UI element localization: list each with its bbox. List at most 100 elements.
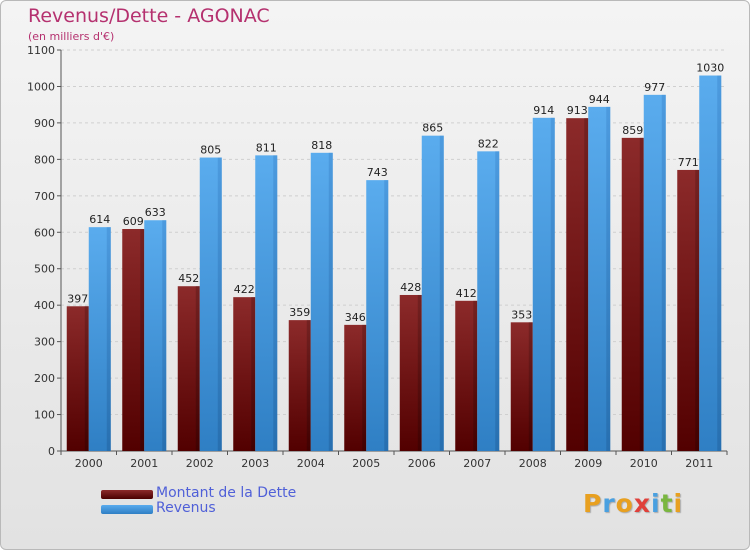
- y-tick-label: 0: [48, 445, 55, 458]
- y-tick-label: 100: [34, 409, 55, 422]
- y-tick-label: 300: [34, 336, 55, 349]
- y-tick-label: 400: [34, 299, 55, 312]
- bar-shade: [417, 294, 422, 451]
- bar-revenus: [366, 180, 389, 451]
- bar-shade: [528, 322, 533, 451]
- bar-shade: [639, 137, 644, 451]
- y-tick-label: 1000: [27, 80, 55, 93]
- y-tick-label: 800: [34, 153, 55, 166]
- bar-shade: [362, 324, 367, 451]
- data-label: 944: [589, 93, 610, 106]
- data-label: 614: [89, 213, 110, 226]
- data-label: 743: [367, 166, 388, 179]
- bar-shade: [106, 227, 111, 451]
- data-label: 805: [200, 144, 221, 157]
- data-label: 859: [622, 124, 643, 137]
- chart-subtitle: (en milliers d'€): [28, 30, 115, 43]
- bar-dette: [233, 297, 256, 451]
- bar-revenus: [310, 152, 333, 451]
- logo-letter: r: [602, 489, 616, 518]
- bar-shade: [695, 169, 700, 451]
- logo-letter: i: [673, 489, 684, 518]
- data-label: 422: [234, 283, 255, 296]
- x-tick-label: 2003: [241, 457, 269, 470]
- bar-dette: [66, 306, 89, 451]
- bar-shade: [584, 118, 589, 452]
- data-label: 1030: [696, 62, 724, 75]
- data-label: 913: [567, 104, 588, 117]
- x-tick-label: 2000: [75, 457, 103, 470]
- bar-revenus: [643, 94, 666, 452]
- bar-shade: [439, 135, 444, 451]
- data-label: 865: [422, 122, 443, 135]
- data-label: 609: [123, 215, 144, 228]
- x-tick-label: 2005: [352, 457, 380, 470]
- legend-label-revenus: Revenus: [156, 500, 216, 516]
- bar-dette: [621, 137, 644, 451]
- y-tick-label: 500: [34, 263, 55, 276]
- bar-revenus: [699, 75, 722, 451]
- data-label: 412: [456, 287, 477, 300]
- bar-shade: [162, 220, 167, 451]
- bar-dette: [288, 320, 311, 451]
- x-tick-label: 2010: [630, 457, 658, 470]
- y-tick-label: 200: [34, 372, 55, 385]
- bar-shade: [606, 106, 611, 452]
- y-tick-label: 1100: [27, 44, 55, 57]
- bar-shade: [217, 157, 222, 452]
- y-tick-label: 700: [34, 190, 55, 203]
- bar-dette: [566, 118, 589, 452]
- logo-letter: o: [615, 489, 634, 518]
- x-tick-label: 2002: [186, 457, 214, 470]
- x-tick-label: 2008: [519, 457, 547, 470]
- bar-dette: [455, 300, 478, 451]
- bar-shade: [717, 75, 722, 451]
- y-tick-label: 900: [34, 117, 55, 130]
- bar-revenus: [255, 155, 278, 451]
- data-label: 818: [311, 139, 332, 152]
- bar-shade: [328, 152, 333, 451]
- x-tick-label: 2001: [130, 457, 158, 470]
- bar-revenus: [88, 227, 111, 451]
- bar-dette: [399, 294, 422, 451]
- bar-dette: [344, 324, 367, 451]
- logo-letter: x: [633, 489, 651, 518]
- x-tick-label: 2011: [685, 457, 713, 470]
- data-label: 811: [256, 141, 277, 154]
- x-tick-label: 2006: [408, 457, 436, 470]
- bar-shade: [273, 155, 278, 451]
- x-tick-label: 2009: [574, 457, 602, 470]
- logo-letter: P: [583, 489, 603, 518]
- bar-shade: [384, 180, 389, 451]
- bar-dette: [510, 322, 533, 451]
- chart-title: Revenus/Dette - AGONAC: [28, 5, 270, 27]
- bar-shade: [84, 306, 89, 451]
- legend-label-debt: Montant de la Dette: [156, 485, 297, 501]
- data-label: 914: [533, 104, 554, 117]
- bar-shade: [550, 117, 555, 452]
- data-label: 771: [678, 156, 699, 169]
- bar-revenus: [588, 106, 611, 452]
- bar-shade: [306, 320, 311, 451]
- bar-revenus: [199, 157, 222, 452]
- bar-shade: [195, 286, 200, 451]
- bar-shade: [661, 94, 666, 452]
- data-label: 822: [478, 137, 499, 150]
- data-label: 977: [644, 81, 665, 94]
- bar-revenus: [144, 220, 167, 451]
- bar-revenus: [532, 117, 555, 452]
- bar-shade: [473, 300, 478, 451]
- legend-swatch-revenus: [101, 505, 153, 514]
- bar-dette: [177, 286, 200, 451]
- logo-letter: i: [651, 489, 661, 518]
- data-label: 346: [345, 311, 366, 324]
- logo-letter: t: [660, 489, 674, 518]
- x-tick-label: 2007: [463, 457, 491, 470]
- data-label: 359: [289, 306, 310, 319]
- bar-revenus: [477, 151, 500, 452]
- bar-revenus: [421, 135, 444, 451]
- data-label: 397: [67, 292, 88, 305]
- bar-shade: [251, 297, 256, 451]
